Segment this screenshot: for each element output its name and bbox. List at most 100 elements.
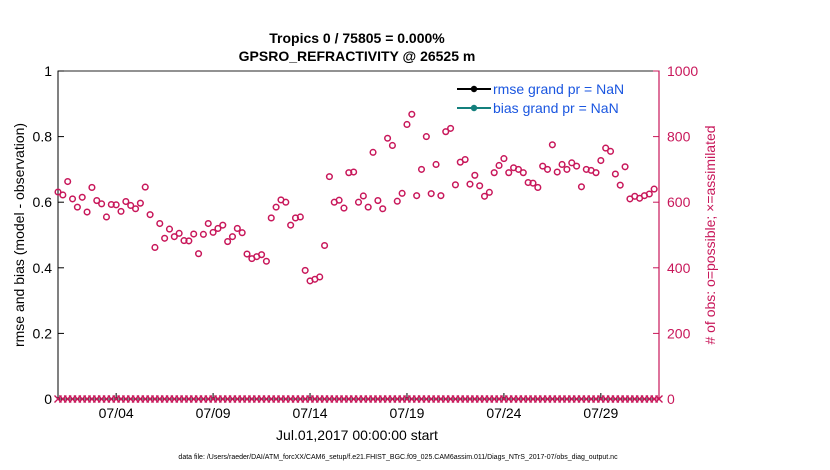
possible-obs-marker — [495, 161, 503, 170]
possible-obs-marker — [645, 190, 653, 198]
left-y-tick-label: 0.8 — [33, 129, 53, 145]
possible-obs-marker — [568, 159, 576, 167]
possible-obs-marker — [151, 243, 159, 252]
possible-obs-marker — [340, 204, 348, 212]
possible-obs-marker — [185, 237, 193, 245]
x-tick-label: 07/24 — [486, 405, 521, 421]
possible-obs-marker — [505, 169, 513, 177]
legend-box — [456, 77, 646, 117]
chart-title-line-2: GPSRO_REFRACTIVITY @ 26525 m — [239, 48, 476, 64]
possible-obs-marker — [476, 182, 484, 190]
possible-obs-marker — [243, 250, 251, 258]
possible-obs-marker — [616, 181, 624, 189]
possible-obs-marker — [466, 180, 474, 188]
possible-obs-marker — [548, 141, 556, 149]
right-y-axis-label: # of obs: o=possible; ×=assimilated — [702, 125, 718, 344]
possible-obs-marker — [122, 197, 130, 206]
x-tick-label: 07/19 — [389, 405, 424, 421]
possible-obs-marker — [214, 224, 222, 232]
possible-obs-marker — [209, 228, 217, 236]
possible-obs-marker — [88, 183, 96, 191]
left-y-tick-label: 0 — [44, 391, 52, 407]
right-y-tick-label: 800 — [667, 129, 691, 145]
assimilated-obs-marker — [655, 395, 663, 403]
possible-obs-marker — [325, 173, 333, 181]
possible-obs-marker — [432, 160, 440, 169]
possible-obs-marker — [83, 208, 91, 216]
x-tick-label: 07/04 — [99, 405, 134, 421]
possible-obs-marker — [98, 200, 106, 208]
possible-obs-marker — [514, 165, 522, 173]
left-y-tick-label: 0.4 — [33, 260, 53, 276]
possible-obs-marker — [461, 156, 469, 164]
possible-obs-marker — [233, 224, 241, 232]
data-file-footer: data file: /Users/raeder/DAI/ATM_forcXX/… — [178, 454, 618, 461]
left-y-axis-label: rmse and bias (model - observation) — [11, 123, 27, 347]
possible-obs-marker — [597, 156, 605, 165]
possible-obs-marker — [563, 165, 571, 173]
possible-obs-marker — [543, 165, 552, 173]
possible-obs-marker — [369, 148, 377, 156]
possible-obs-marker — [364, 203, 372, 211]
possible-obs-marker — [606, 147, 615, 155]
possible-obs-marker — [93, 197, 101, 205]
assimilated-obs-series — [54, 395, 663, 403]
possible-obs-marker — [359, 192, 367, 200]
legend-rmse-label: rmse grand pr = NaN — [493, 81, 624, 97]
possible-obs-marker — [354, 198, 363, 206]
possible-obs-marker — [112, 201, 120, 209]
possible-obs-marker — [408, 110, 416, 118]
possible-obs-marker — [350, 168, 358, 176]
possible-obs-marker — [204, 219, 212, 228]
possible-obs-marker — [161, 234, 169, 242]
x-tick-label: 07/29 — [583, 405, 618, 421]
possible-obs-marker — [602, 144, 610, 152]
possible-obs-marker — [301, 266, 309, 274]
possible-obs-marker — [480, 192, 489, 200]
x-tick-label: 07/14 — [293, 405, 328, 421]
right-y-tick-label: 0 — [667, 391, 675, 407]
possible-obs-marker — [296, 213, 304, 221]
possible-obs-marker — [553, 168, 561, 176]
possible-obs-marker — [379, 205, 387, 213]
possible-obs-marker — [146, 211, 154, 219]
possible-obs-marker — [393, 197, 401, 205]
possible-obs-marker — [374, 197, 382, 205]
possible-obs-marker — [316, 273, 324, 281]
possible-obs-marker — [384, 134, 392, 142]
possible-obs-marker — [447, 124, 455, 132]
possible-obs-marker — [650, 185, 658, 193]
possible-obs-marker — [262, 257, 270, 265]
possible-obs-marker — [156, 219, 164, 228]
x-axis: 07/04 07/09 07/14 07/19 07/24 07/29 — [99, 393, 619, 421]
possible-obs-marker — [422, 133, 430, 141]
right-y-tick-label: 1000 — [667, 63, 698, 79]
possible-obs-marker — [175, 229, 183, 237]
possible-obs-marker — [73, 203, 81, 211]
possible-obs-marker — [199, 230, 207, 238]
possible-obs-marker — [335, 196, 343, 204]
possible-obs-marker — [228, 233, 237, 241]
possible-obs-marker — [78, 193, 86, 201]
possible-obs-marker — [141, 183, 149, 191]
possible-obs-marker — [282, 198, 290, 206]
right-y-axis: 0 200 400 600 800 1000 — [653, 63, 698, 407]
legend: rmse grand pr = NaN bias grand pr = NaN — [456, 77, 646, 117]
legend-bias-label: bias grand pr = NaN — [493, 100, 619, 116]
possible-obs-marker — [127, 201, 135, 210]
possible-obs-marker — [388, 141, 396, 150]
possible-obs-series — [54, 110, 658, 285]
possible-obs-marker — [413, 192, 421, 200]
possible-obs-marker — [59, 191, 67, 199]
possible-obs-marker — [195, 250, 203, 258]
possible-obs-marker — [170, 233, 178, 241]
legend-rmse-marker — [470, 85, 478, 93]
right-y-tick-label: 600 — [667, 194, 691, 210]
possible-obs-marker — [136, 199, 144, 207]
possible-obs-marker — [219, 221, 227, 229]
possible-obs-marker — [165, 225, 174, 233]
possible-obs-marker — [519, 169, 527, 177]
possible-obs-marker — [621, 163, 629, 171]
